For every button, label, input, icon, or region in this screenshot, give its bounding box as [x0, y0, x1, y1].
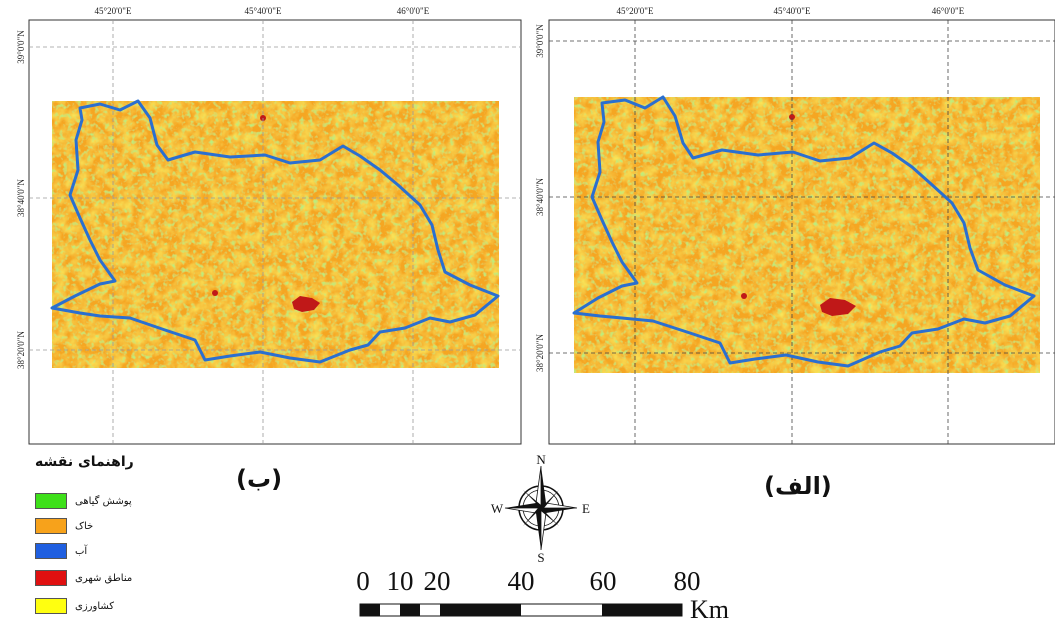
- scale-tick-0: 0: [356, 566, 370, 596]
- scale-unit-label: Km: [690, 595, 729, 624]
- right-top-coord-3: 46°0'0"E: [932, 6, 965, 16]
- legend-title: راهنمای نقشه: [35, 454, 134, 470]
- scale-tick-10: 10: [387, 566, 414, 596]
- right-urban-spot: [789, 114, 795, 120]
- scale-tick-80: 80: [674, 566, 701, 596]
- left-land-cover-raster: [52, 101, 499, 368]
- legend-swatch-soil: [35, 518, 67, 534]
- left-urban-area: [292, 296, 320, 312]
- right-top-coord-1: 45°20'0"E: [617, 6, 654, 16]
- legend-item-urban: مناطق شهری: [35, 570, 132, 586]
- right-urban-area: [820, 298, 856, 316]
- legend-label-agriculture: کشاورزی: [75, 600, 115, 612]
- legend-swatch-vegetation: [35, 493, 67, 509]
- scale-tick-40: 40: [508, 566, 535, 596]
- left-graticule: [29, 20, 521, 444]
- right-land-cover-raster: [574, 97, 1040, 373]
- left-study-area-boundary: [50, 99, 500, 364]
- left-side-coord-3: 38°20'0"N: [16, 331, 26, 369]
- legend-swatch-water: [35, 543, 67, 559]
- legend-label-vegetation: پوشش گیاهی: [75, 495, 132, 507]
- left-top-coord-1: 45°20'0"E: [95, 6, 132, 16]
- north-arrow-compass-icon: N S E W: [491, 452, 590, 565]
- panel-label-alef: (الف): [764, 472, 832, 500]
- legend-item-vegetation: پوشش گیاهی: [35, 493, 132, 509]
- right-graticule: [549, 20, 1055, 444]
- compass-south-label: S: [537, 550, 544, 565]
- right-map-panel: 45°20'0"E 45°40'0"E 46°0'0"E 39°0'0"N 38…: [535, 6, 1055, 445]
- left-side-coord-2: 38°40'0"N: [16, 179, 26, 217]
- right-side-coord-3: 38°20'0"N: [535, 334, 545, 372]
- scale-tick-20: 20: [424, 566, 451, 596]
- legend-item-soil: خاک: [35, 518, 93, 534]
- left-top-coord-2: 45°40'0"E: [245, 6, 282, 16]
- compass-east-label: E: [582, 501, 590, 516]
- legend-item-water: آب: [35, 543, 87, 559]
- legend-label-water: آب: [75, 545, 88, 557]
- compass-west-label: W: [491, 501, 504, 516]
- left-map-panel: 45°20'0"E 45°40'0"E 46°0'0"E 39°0'0"N 38…: [16, 6, 522, 445]
- legend-swatch-agriculture: [35, 598, 67, 614]
- scale-tick-60: 60: [590, 566, 617, 596]
- panel-label-b: (ب): [236, 465, 283, 493]
- right-study-area-boundary: [572, 95, 1036, 368]
- right-urban-spot: [741, 293, 747, 299]
- right-side-coord-1: 39°0'0"N: [535, 24, 545, 58]
- scale-bar: 0 10 20 40 60 80 Km: [356, 566, 729, 624]
- left-top-coord-3: 46°0'0"E: [397, 6, 430, 16]
- right-top-coord-2: 45°40'0"E: [774, 6, 811, 16]
- right-side-coord-2: 38°40'0"N: [535, 178, 545, 216]
- left-side-coord-1: 39°0'0"N: [16, 30, 26, 64]
- legend-item-agriculture: کشاورزی: [35, 598, 114, 614]
- legend-label-urban: مناطق شهری: [75, 572, 133, 584]
- legend-label-soil: خاک: [75, 520, 94, 532]
- legend-swatch-urban: [35, 570, 67, 586]
- left-urban-spot: [212, 290, 218, 296]
- compass-north-label: N: [536, 452, 546, 467]
